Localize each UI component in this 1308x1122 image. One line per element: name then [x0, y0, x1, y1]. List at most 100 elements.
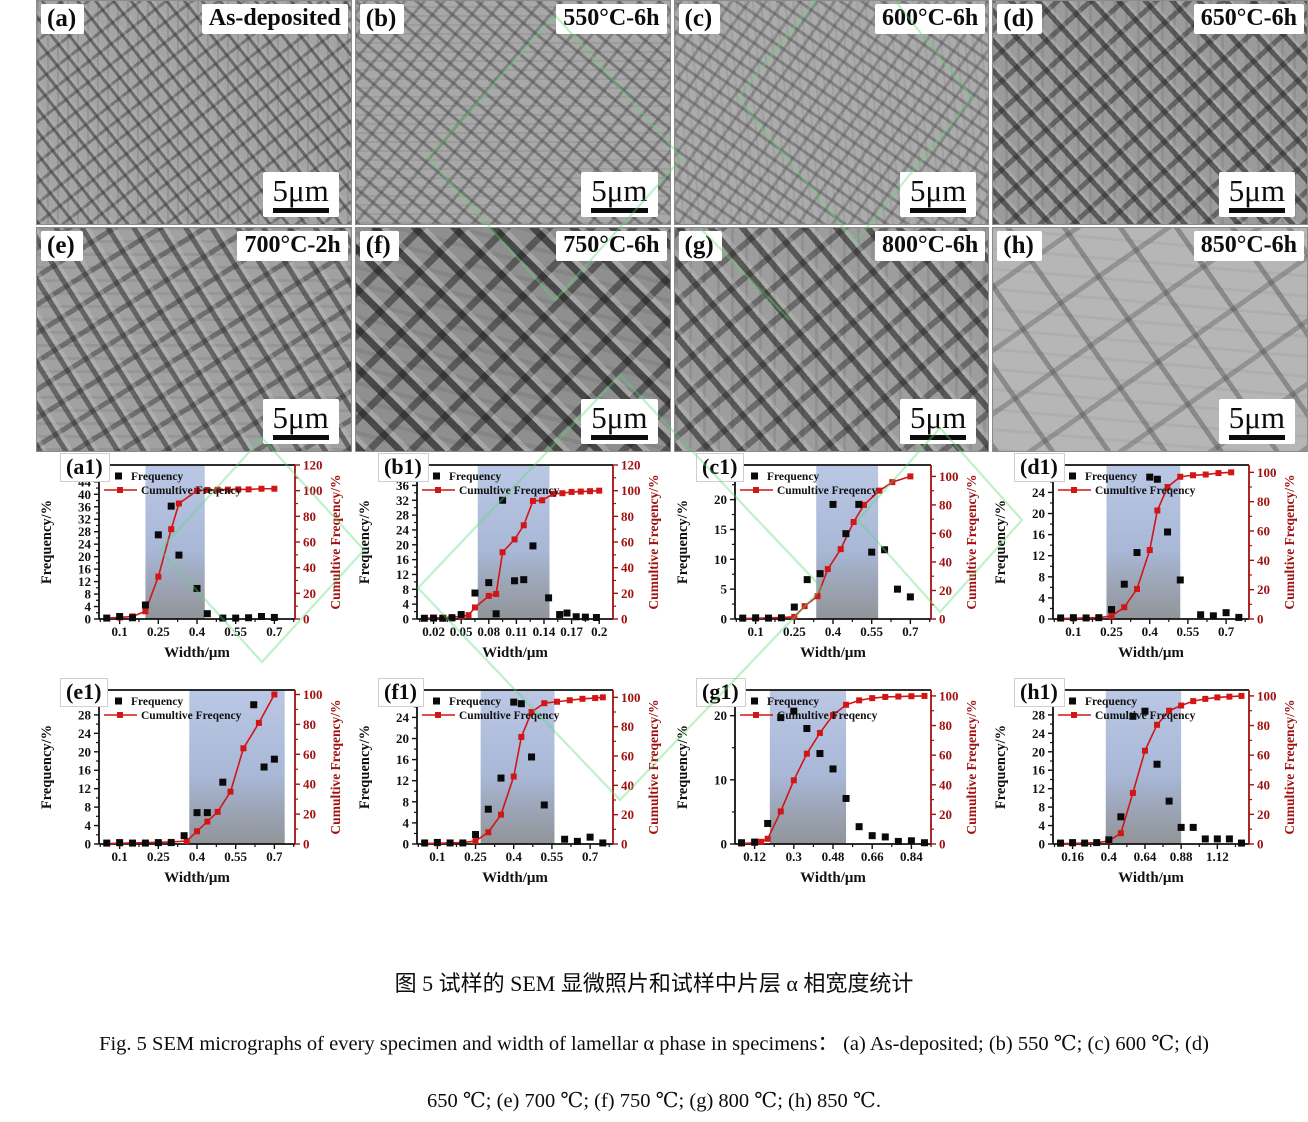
x-axis: 0.16 0.4 0.64 0.88 1.12 Width/μm — [1053, 844, 1237, 886]
svg-text:0.1: 0.1 — [429, 849, 445, 864]
svg-text:0.05: 0.05 — [450, 624, 473, 639]
chart-g1: (g1) 0.12 0.3 0.48 0.66 0.84 Width/μm 0 10 20 Fre… — [672, 678, 990, 905]
svg-text:0.1: 0.1 — [112, 624, 128, 639]
svg-text:40: 40 — [1257, 553, 1270, 568]
scale-bar-text: 5μm — [1228, 400, 1285, 435]
svg-text:4: 4 — [1039, 818, 1046, 833]
svg-text:20: 20 — [939, 583, 952, 598]
svg-text:60: 60 — [1257, 748, 1270, 763]
scale-bar-text: 5μm — [910, 173, 967, 208]
svg-text:28: 28 — [78, 707, 92, 722]
svg-text:80: 80 — [1257, 718, 1270, 733]
panel-letter: (d) — [997, 4, 1042, 34]
svg-text:100: 100 — [621, 483, 641, 498]
svg-text:20: 20 — [78, 744, 91, 759]
svg-text:Width/μm: Width/μm — [1118, 645, 1184, 661]
svg-text:4: 4 — [1039, 590, 1046, 605]
panel-condition-label: 750°C-6h — [556, 231, 667, 261]
legend: Frequency Cumultive Freqency — [422, 471, 560, 497]
svg-text:0.55: 0.55 — [224, 849, 247, 864]
svg-text:0.4: 0.4 — [1101, 849, 1118, 864]
svg-text:80: 80 — [303, 717, 316, 732]
svg-text:Cumultive Freqency: Cumultive Freqency — [459, 710, 560, 722]
svg-text:12: 12 — [78, 781, 91, 796]
svg-text:16: 16 — [78, 763, 92, 778]
svg-text:0: 0 — [939, 612, 946, 627]
svg-text:Frequency: Frequency — [131, 471, 183, 483]
scale-bar-text: 5μm — [591, 173, 648, 208]
scale-bar-text: 5μm — [910, 400, 967, 435]
panel-letter: (c) — [678, 4, 721, 34]
chart-panel-label: (d1) — [1014, 453, 1065, 482]
svg-text:12: 12 — [1032, 548, 1045, 563]
scale-bar: 5μm — [1218, 172, 1295, 217]
svg-text:28: 28 — [78, 524, 92, 539]
chart-b1-plot: 0.02 0.05 0.08 0.11 0.14 0.17 0.2Width/μm04812… — [357, 458, 661, 662]
right-y-axis: 0 20 40 60 80 100 120 Cumultive Freqency/% — [295, 458, 343, 627]
svg-text:80: 80 — [621, 509, 634, 524]
svg-text:8: 8 — [403, 582, 410, 597]
svg-text:0.25: 0.25 — [783, 624, 806, 639]
svg-text:Cumultive Freqency: Cumultive Freqency — [141, 710, 242, 722]
chart-panel-label: (a1) — [60, 453, 110, 482]
svg-text:Cumultive Freqency: Cumultive Freqency — [141, 485, 242, 497]
svg-text:12: 12 — [396, 773, 409, 788]
svg-text:40: 40 — [303, 560, 316, 575]
svg-text:0.25: 0.25 — [147, 849, 170, 864]
legend: Frequency Cumultive Freqency — [104, 471, 242, 497]
chart-d1-plot: 0.10.250.40.550.7Width/μm0481216202428Fr… — [993, 464, 1297, 661]
svg-text:0.48: 0.48 — [822, 849, 845, 864]
svg-text:8: 8 — [1039, 800, 1046, 815]
right-y-axis: 0 20 40 60 80 100 Cumultive Freqency/% — [931, 469, 979, 627]
svg-text:12: 12 — [396, 567, 409, 582]
chart-h1: (h1) 0.16 0.4 0.64 0.88 1.12 Width/μm 0 4 8 12 16 2… — [990, 678, 1308, 905]
svg-text:32: 32 — [78, 512, 91, 527]
sem-micrograph-b: (b) 550°C-6h 5μm — [354, 0, 671, 225]
svg-text:0.4: 0.4 — [825, 624, 842, 639]
chart-d1: (d1) 0.1 0.25 0.4 0.55 0.7 Width/μm 0 4 8 12 16 20 2… — [990, 453, 1308, 680]
svg-text:60: 60 — [303, 535, 316, 550]
chart-f1-plot: 0.10.250.40.550.7Width/μm0481216202428Fr… — [357, 689, 661, 886]
svg-text:Width/μm: Width/μm — [164, 870, 230, 886]
scale-bar-line — [591, 208, 648, 213]
svg-text:80: 80 — [303, 509, 316, 524]
svg-text:40: 40 — [621, 560, 634, 575]
svg-text:0.7: 0.7 — [266, 849, 283, 864]
svg-text:20: 20 — [714, 708, 727, 723]
svg-text:4: 4 — [403, 815, 410, 830]
sem-micrograph-f: (f) 750°C-6h 5μm — [354, 227, 671, 452]
x-axis: 0.1 0.25 0.4 0.55 0.7 Width/μm — [1053, 619, 1246, 661]
svg-text:4: 4 — [85, 818, 92, 833]
svg-text:0: 0 — [939, 837, 946, 852]
svg-text:0.1: 0.1 — [748, 624, 764, 639]
svg-text:24: 24 — [396, 710, 410, 725]
panel-letter: (g) — [678, 231, 722, 261]
width-distribution-charts: (a1) 0.1 0.25 0.4 0.55 0.7 Width/μm 0 4 8 12 16 20 2… — [36, 453, 1308, 905]
svg-text:Frequency: Frequency — [449, 471, 501, 483]
right-y-axis: 0 20 40 60 80 100 Cumultive Freqency/% — [931, 688, 979, 852]
scale-bar-line — [910, 208, 967, 213]
svg-text:Cumultive Freqency/%: Cumultive Freqency/% — [328, 474, 343, 609]
svg-text:0: 0 — [621, 612, 628, 627]
x-axis: 0.12 0.3 0.48 0.66 0.84 Width/μm — [743, 844, 932, 886]
legend: Frequency Cumultive Freqency — [1058, 471, 1196, 497]
svg-text:Frequency/%: Frequency/% — [675, 725, 691, 809]
panel-letter: (h) — [997, 231, 1042, 261]
svg-text:16: 16 — [1032, 763, 1046, 778]
left-y-axis: 048121620242832Frequency/% — [993, 689, 1053, 852]
svg-text:Cumultive Freqency/%: Cumultive Freqency/% — [646, 699, 661, 834]
svg-text:0.25: 0.25 — [464, 849, 487, 864]
chart-e1-plot: 0.10.250.40.550.7Width/μm048121620242832… — [39, 687, 343, 886]
sem-micrograph-c: (c) 600°C-6h 5μm — [673, 0, 990, 225]
scale-bar: 5μm — [1218, 399, 1295, 444]
scale-bar: 5μm — [900, 172, 977, 217]
svg-text:0: 0 — [303, 837, 310, 852]
chart-panel-label: (h1) — [1014, 678, 1065, 707]
svg-text:20: 20 — [1257, 582, 1270, 597]
scale-bar-text: 5μm — [1228, 173, 1285, 208]
svg-text:Frequency/%: Frequency/% — [993, 725, 1009, 809]
svg-text:Frequency: Frequency — [767, 696, 819, 708]
svg-text:Frequency/%: Frequency/% — [675, 500, 691, 584]
svg-text:0: 0 — [621, 837, 628, 852]
